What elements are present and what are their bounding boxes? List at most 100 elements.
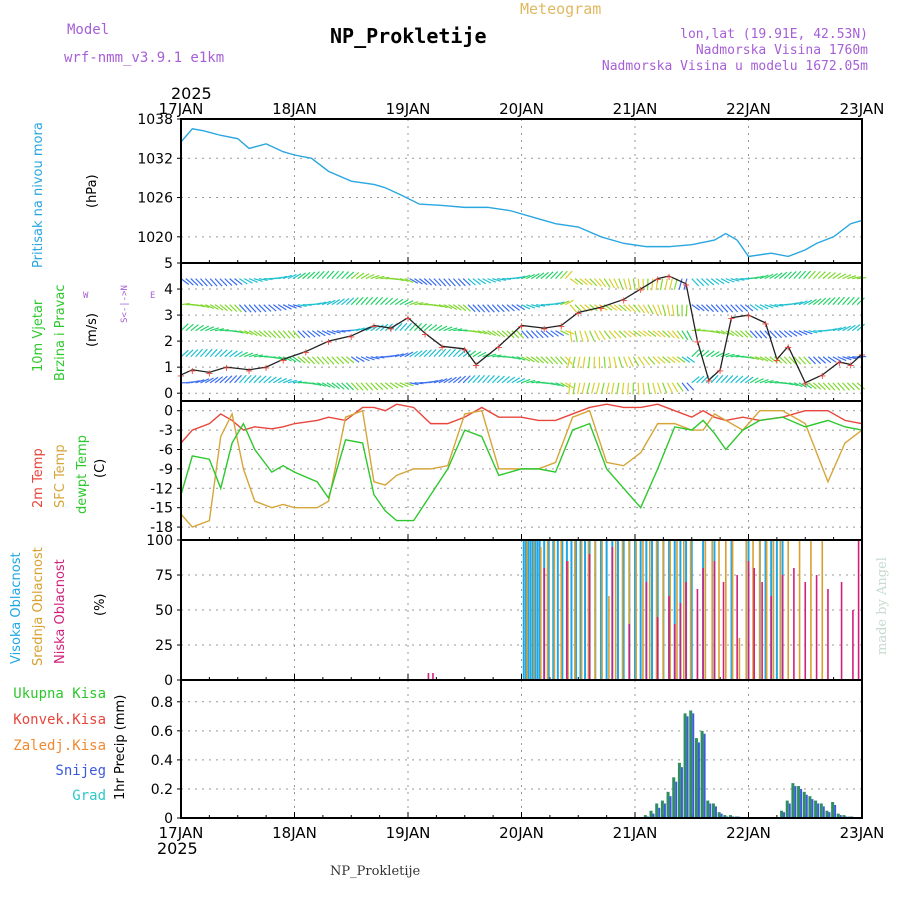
wind-arrow [316,382,327,387]
wind-arrow [316,270,325,280]
wind-arrow [587,356,591,369]
top-date-label: 21JAN [613,100,658,118]
wind-arrow [642,330,652,337]
wind-arrow [399,322,408,332]
precip-bar [649,810,653,818]
wind-arrow [730,375,739,384]
wind-arrow [550,330,559,337]
wind-arrow [200,325,210,332]
wind-arrow [574,278,584,285]
wind-arrow [239,330,249,335]
wind-arrow [808,298,817,306]
wind-arrow [798,330,808,336]
precip-bar [666,791,670,818]
wind-arrow [370,274,380,280]
wind-arrow [710,374,719,384]
precip-bar [717,812,721,818]
wind-arrow [263,375,272,384]
y-tick-label: 4 [164,282,173,298]
snow-bar [788,803,791,818]
wind-arrow [234,278,243,286]
wind-arrow [711,330,721,334]
cloud-ylabel-2: Srednja Oblacnost [31,547,46,666]
temperature-panel: 0 -3 -6 -9 -12 -15 -18 [150,400,863,541]
wind-arrow [759,304,769,310]
wind-arrow [297,304,307,307]
wind-arrow [497,278,507,281]
wind-arrow [317,301,327,306]
wind-arrow [253,304,262,313]
wind-arrow [569,330,573,343]
wind-arrow [452,278,461,287]
wind-arrow [618,304,627,312]
wind-arrow [603,356,606,369]
wind-arrow [209,348,218,358]
wind-arrow [764,379,774,384]
wind-arrow [297,272,306,280]
wind-arrow [516,356,526,361]
wind-arrow [219,329,229,332]
wind-compass: S<-|->N [120,285,130,323]
snow-bar [652,813,655,818]
wind-arrow [457,375,467,384]
wind-arrow [321,382,331,388]
wind-arrow [209,278,218,287]
wind-arrow [282,356,292,362]
wind-arrow [428,324,438,332]
wind-arrow [428,379,439,384]
wind-arrow [832,272,842,280]
wind-arrow [744,376,754,384]
wind-arrow [666,330,675,339]
wind-arrow [345,271,355,280]
wind-arrow [326,330,336,335]
bottom-date-label: 18JAN [272,824,317,842]
year-bottom: 2025 [157,839,198,858]
wind-arrow [205,326,215,332]
wind-arrow [380,276,390,280]
wind-arrow [321,270,330,280]
wind-arrow [248,353,259,358]
y-tick-label: 0.4 [151,753,173,769]
wind-arrow [754,378,764,384]
pressure-panel: 1020 1026 1032 1038 [137,112,863,264]
wind-arrow [195,379,205,384]
wind-arrow [574,330,578,343]
wind-arrow [778,330,788,338]
y-tick-label: -15 [150,501,173,517]
wind-speed-marker: + [188,366,196,377]
wind-arrow [311,330,321,337]
wind-speed-line [180,275,863,384]
wind-arrow [350,271,360,280]
wind-arrow [735,330,744,338]
y-tick-label: 0 [164,404,173,420]
wind-arrow [793,330,803,337]
page-subtitle: Meteogram [520,0,601,18]
wind-arrow [482,374,490,384]
wind-arrow [214,349,223,358]
wind-arrow [852,276,862,280]
wind-arrow [720,352,730,358]
wind-arrow [730,330,739,337]
wind-arrow [205,304,215,310]
wind-arrow [190,278,199,286]
wind-arrow [195,324,204,332]
wind-arrow [375,382,384,391]
wind-arrow [662,356,671,364]
pressure-ylabel: Pritisak na nivou mora (hPa) [31,122,100,268]
wind-arrow [238,304,247,313]
wind-arrow [263,278,273,281]
wind-arrow [472,278,481,285]
wind-arrow [603,278,611,288]
wind-arrow [472,304,481,313]
wind-arrow [200,278,208,287]
wind-arrow [273,377,282,384]
wind-arrow [774,330,783,339]
wind-arrow [302,271,311,280]
wind-arrow [632,278,636,291]
wind-arrow [530,273,540,280]
wind-arrow [627,356,634,367]
wind-arrow [705,278,715,286]
wind-arrow [443,377,453,384]
y-tick-label: 50 [155,603,173,619]
wind-arrow [851,382,860,391]
